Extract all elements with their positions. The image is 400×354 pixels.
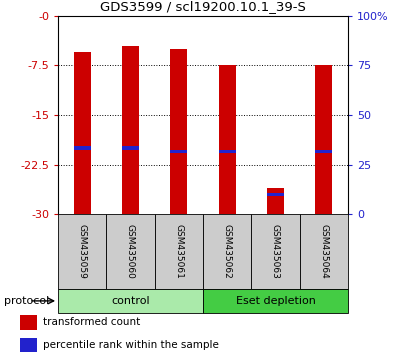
Text: percentile rank within the sample: percentile rank within the sample bbox=[43, 340, 219, 350]
Bar bbox=[20, 315, 37, 330]
Bar bbox=[219, 150, 236, 153]
Bar bbox=[300, 214, 348, 289]
Bar bbox=[219, 65, 236, 214]
Bar bbox=[251, 214, 300, 289]
Bar bbox=[74, 147, 91, 150]
Bar bbox=[203, 289, 348, 313]
Text: GSM435059: GSM435059 bbox=[78, 224, 87, 279]
Bar bbox=[122, 147, 139, 150]
Title: GDS3599 / scl19200.10.1_39-S: GDS3599 / scl19200.10.1_39-S bbox=[100, 0, 306, 13]
Bar bbox=[58, 289, 203, 313]
Bar bbox=[203, 214, 251, 289]
Bar bbox=[20, 338, 37, 352]
Bar bbox=[315, 65, 332, 214]
Bar bbox=[170, 150, 187, 153]
Bar bbox=[74, 52, 91, 214]
Bar bbox=[267, 193, 284, 196]
Bar bbox=[106, 214, 155, 289]
Text: GSM435061: GSM435061 bbox=[174, 224, 183, 279]
Text: GSM435064: GSM435064 bbox=[319, 224, 328, 279]
Text: GSM435062: GSM435062 bbox=[223, 224, 232, 279]
Text: protocol: protocol bbox=[4, 296, 49, 306]
Bar bbox=[315, 150, 332, 153]
Text: GSM435063: GSM435063 bbox=[271, 224, 280, 279]
Bar bbox=[58, 214, 106, 289]
Bar bbox=[267, 188, 284, 214]
Text: GSM435060: GSM435060 bbox=[126, 224, 135, 279]
Text: control: control bbox=[111, 296, 150, 306]
Text: Eset depletion: Eset depletion bbox=[236, 296, 316, 306]
Text: transformed count: transformed count bbox=[43, 317, 140, 327]
Bar bbox=[122, 46, 139, 214]
Bar bbox=[155, 214, 203, 289]
Bar bbox=[170, 49, 187, 214]
